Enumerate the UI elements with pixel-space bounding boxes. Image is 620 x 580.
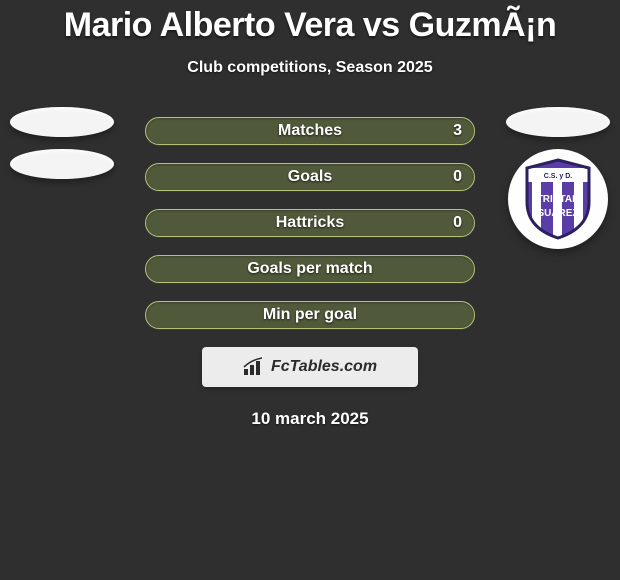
branding-text: FcTables.com <box>271 358 377 376</box>
stat-row-min-per-goal: Min per goal <box>145 301 475 329</box>
placeholder-ellipse <box>506 107 610 137</box>
stat-rows: Matches 3 Goals 0 Hattricks 0 Goals per … <box>145 117 475 329</box>
stat-right-value: 0 <box>453 214 462 232</box>
stat-label: Goals per match <box>247 260 372 278</box>
stat-label: Min per goal <box>263 306 357 324</box>
svg-text:C.S. y D.: C.S. y D. <box>544 173 572 180</box>
page-title: Mario Alberto Vera vs GuzmÃ¡n <box>64 6 556 45</box>
bar-chart-icon <box>243 357 265 377</box>
stat-row-goals: Goals 0 <box>145 163 475 191</box>
comparison-card: Mario Alberto Vera vs GuzmÃ¡n Club compe… <box>0 0 620 580</box>
right-player-column: C.S. y D. TRISTAN SUAREZ <box>506 107 610 249</box>
svg-text:SUAREZ: SUAREZ <box>537 208 578 219</box>
stat-row-goals-per-match: Goals per match <box>145 255 475 283</box>
stat-row-hattricks: Hattricks 0 <box>145 209 475 237</box>
subtitle: Club competitions, Season 2025 <box>187 59 432 77</box>
branding-box: FcTables.com <box>202 347 418 387</box>
left-player-column <box>10 107 114 179</box>
date-line: 10 march 2025 <box>251 409 368 429</box>
shield-icon: C.S. y D. TRISTAN SUAREZ <box>523 158 593 240</box>
stat-row-matches: Matches 3 <box>145 117 475 145</box>
stat-label: Goals <box>288 168 332 186</box>
placeholder-ellipse <box>10 149 114 179</box>
placeholder-ellipse <box>10 107 114 137</box>
stat-right-value: 3 <box>453 122 462 140</box>
stat-right-value: 0 <box>453 168 462 186</box>
compare-area: C.S. y D. TRISTAN SUAREZ Matches 3 Goals… <box>0 117 620 329</box>
svg-text:TRISTAN: TRISTAN <box>537 194 580 205</box>
stat-label: Hattricks <box>276 214 344 232</box>
stat-label: Matches <box>278 122 342 140</box>
club-badge: C.S. y D. TRISTAN SUAREZ <box>508 149 608 249</box>
